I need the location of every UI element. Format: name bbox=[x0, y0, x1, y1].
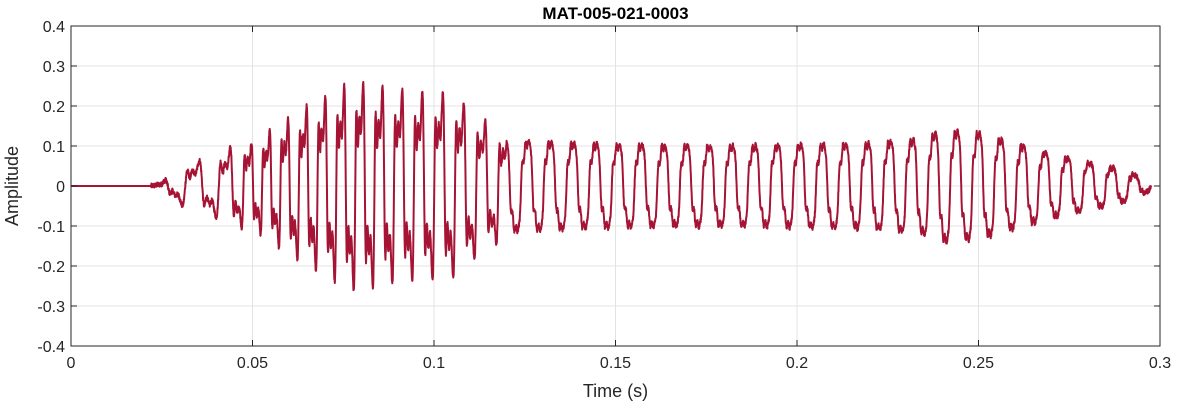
x-tick-label: 0.15 bbox=[600, 355, 631, 372]
y-tick-label: -0.4 bbox=[37, 339, 65, 356]
x-tick-label: 0.05 bbox=[237, 355, 268, 372]
y-tick-label: -0.2 bbox=[37, 259, 65, 276]
y-tick-label: 0 bbox=[56, 179, 65, 196]
y-tick-label: -0.1 bbox=[37, 219, 65, 236]
x-tick-label: 0.3 bbox=[1149, 355, 1171, 372]
y-axis-ticks: -0.4 -0.3 -0.2 -0.1 0 0.1 0.2 0.3 0.4 bbox=[37, 19, 1160, 356]
waveform-line bbox=[70, 80, 1152, 292]
y-tick-label: 0.2 bbox=[43, 99, 65, 116]
y-tick-label: -0.3 bbox=[37, 299, 65, 316]
y-tick-label: 0.1 bbox=[43, 139, 65, 156]
chart-title: MAT-005-021-0003 bbox=[542, 4, 688, 23]
x-axis-label: Time (s) bbox=[583, 381, 648, 401]
x-tick-label: 0.1 bbox=[423, 355, 445, 372]
y-tick-label: 0.4 bbox=[43, 19, 65, 36]
x-axis-ticks: 0 0.05 0.1 0.15 0.2 0.25 0.3 bbox=[67, 26, 1171, 372]
x-tick-label: 0.25 bbox=[963, 355, 994, 372]
series-group bbox=[70, 80, 1152, 292]
x-tick-label: 0 bbox=[67, 355, 76, 372]
y-tick-label: 0.3 bbox=[43, 59, 65, 76]
x-tick-label: 0.2 bbox=[786, 355, 808, 372]
y-axis-label: Amplitude bbox=[2, 146, 22, 226]
